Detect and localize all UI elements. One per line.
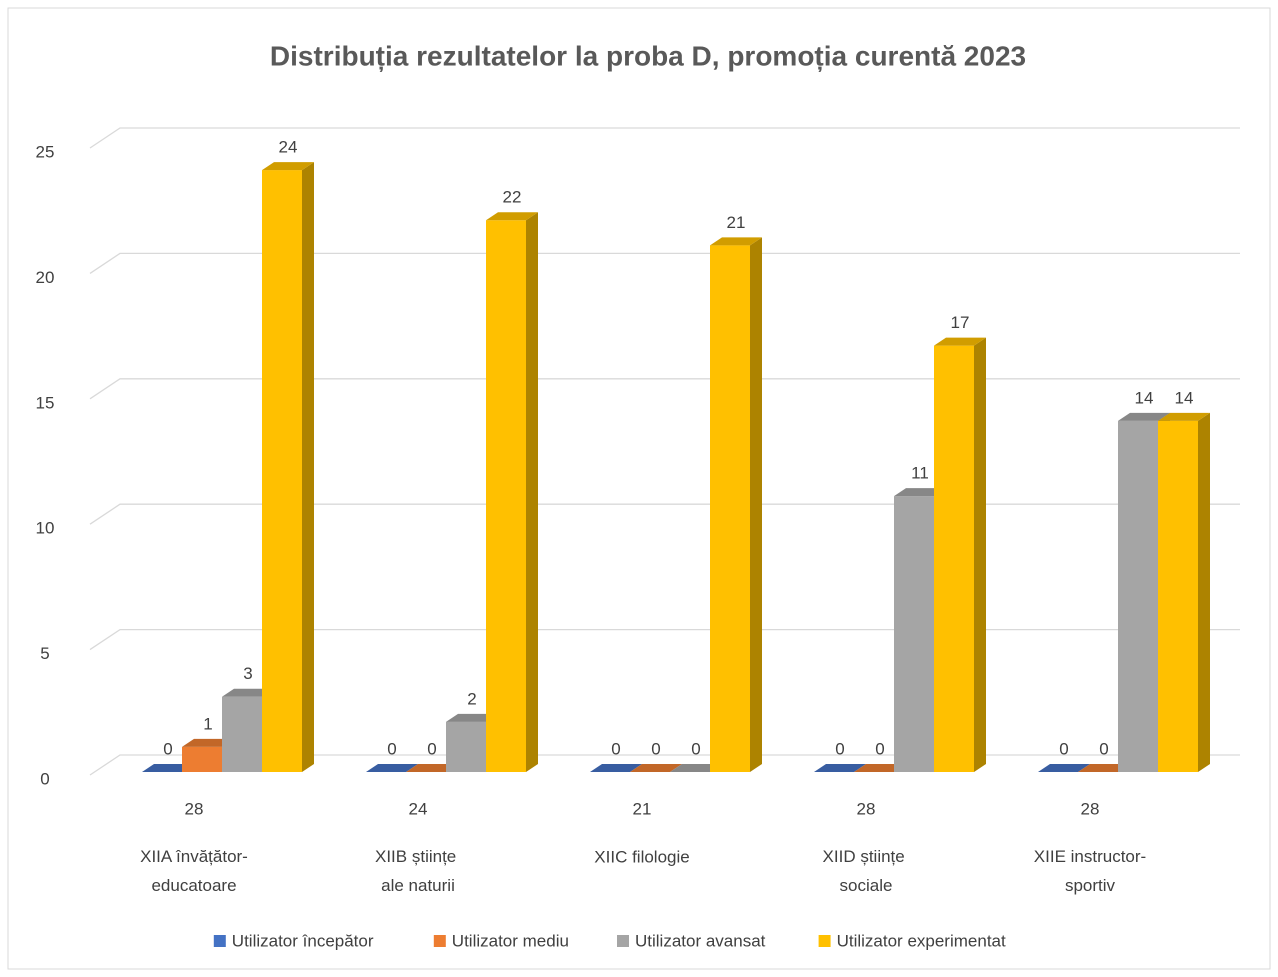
x-tick-label: XIIB științe ale naturii: [375, 847, 461, 895]
bar: [894, 496, 934, 772]
chart-title: Distribuția rezultatelor la proba D, pro…: [270, 40, 1026, 71]
bar: [710, 245, 750, 772]
data-label: 0: [611, 739, 620, 758]
x-tick-label: XIIC filologie: [594, 847, 689, 866]
bar: [1158, 420, 1198, 772]
bar-top: [1118, 412, 1170, 421]
bar: [1078, 764, 1130, 772]
bar: [366, 764, 418, 772]
bar-top: [894, 488, 946, 497]
data-label: 1: [203, 714, 212, 733]
bar: [142, 764, 194, 772]
category-total: 28: [1081, 799, 1100, 818]
data-label: 22: [503, 188, 522, 207]
bar-top: [446, 713, 498, 722]
data-label: 14: [1175, 388, 1194, 407]
chart-frame: [7, 7, 1271, 970]
legend-label: Utilizator mediu: [452, 931, 569, 950]
bar: [222, 696, 262, 772]
y-tick-label: 25: [36, 142, 55, 161]
legend-swatch: [213, 935, 226, 947]
bar-top: [222, 688, 274, 697]
data-label: 0: [1059, 739, 1068, 758]
legend-label: Utilizator experimentat: [837, 931, 1006, 950]
x-tick-label: XIIA învățător-educatoare: [140, 847, 248, 895]
bar: [1038, 764, 1090, 772]
bar: [814, 764, 866, 772]
data-label: 0: [163, 739, 172, 758]
category-total: 24: [409, 799, 428, 818]
legend-swatch: [818, 935, 831, 947]
y-tick-label: 0: [40, 769, 49, 788]
bar-top: [262, 162, 314, 171]
bar: [934, 345, 974, 772]
data-label: 0: [427, 739, 436, 758]
bar: [486, 220, 526, 773]
grid-line: [89, 127, 1240, 149]
data-label: 0: [387, 739, 396, 758]
grid-line: [89, 378, 1240, 400]
data-label: 11: [911, 464, 929, 483]
grid-line: [89, 252, 1240, 274]
data-label: 0: [651, 739, 660, 758]
legend-label: Utilizator avansat: [635, 931, 766, 950]
bar: [446, 721, 486, 772]
y-tick-label: 10: [36, 519, 55, 538]
bar-top: [934, 337, 986, 346]
x-tick-label: XIIE instructor-sportiv: [1034, 847, 1146, 895]
data-label: 0: [1099, 739, 1108, 758]
bar: [1118, 420, 1158, 772]
bar-side: [750, 237, 762, 772]
bar: [262, 170, 302, 772]
legend-swatch: [617, 935, 629, 947]
x-tick-label: XIID științe sociale: [823, 847, 910, 895]
category-total: 28: [857, 799, 876, 818]
data-label: 24: [279, 138, 298, 157]
legend-label: Utilizator începător: [232, 931, 374, 950]
data-label: 21: [727, 213, 746, 232]
data-label: 0: [691, 739, 700, 758]
bar: [630, 764, 682, 772]
legend-swatch: [433, 935, 446, 947]
y-tick-label: 5: [40, 644, 49, 663]
grid-line: [89, 503, 1240, 525]
bar-side: [1198, 412, 1210, 772]
data-label: 17: [951, 313, 970, 332]
data-label: 0: [835, 739, 844, 758]
bar: [406, 764, 458, 772]
bar-side: [302, 162, 314, 772]
category-total: 28: [185, 799, 204, 818]
bar-side: [974, 337, 986, 772]
y-tick-label: 20: [36, 268, 55, 287]
y-tick-label: 15: [36, 393, 55, 412]
bar: [182, 746, 222, 772]
bar: [854, 764, 906, 772]
data-label: 14: [1135, 388, 1154, 407]
bar: [590, 764, 642, 772]
bar-top: [182, 738, 234, 747]
data-label: 2: [467, 689, 476, 708]
grid-line: [89, 628, 1240, 651]
bar-side: [526, 212, 538, 773]
bar-top: [1158, 412, 1210, 421]
grid-line: [89, 754, 1240, 776]
bar: [670, 764, 722, 772]
category-total: 21: [633, 799, 652, 818]
bar-top: [710, 237, 762, 246]
bar-top: [486, 212, 538, 221]
data-label: 3: [243, 664, 252, 683]
data-label: 0: [875, 739, 884, 758]
